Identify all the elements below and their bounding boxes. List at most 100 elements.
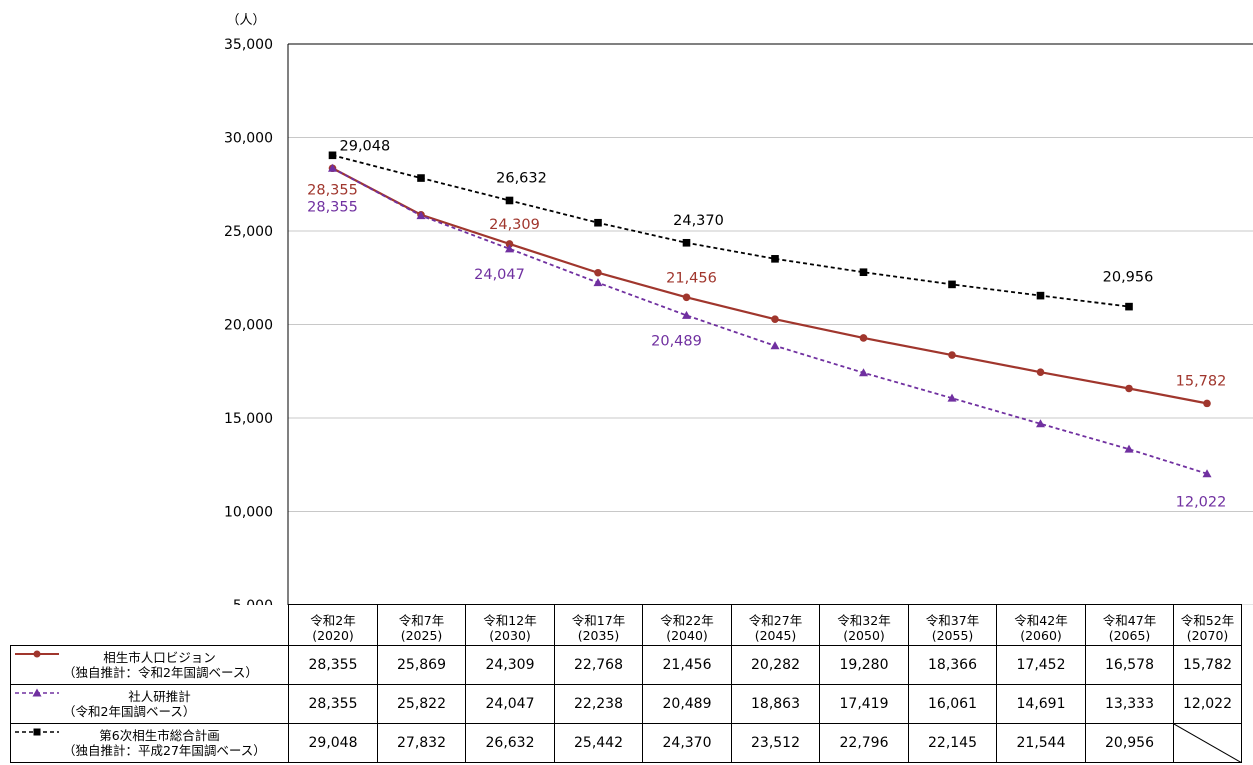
legend-entry: 社人研推計 （令和2年国調ベース） xyxy=(10,684,289,724)
series-2 xyxy=(328,163,1212,478)
data-label: 28,355 xyxy=(307,182,358,198)
table-cell: 27,832 xyxy=(377,723,466,763)
table-cell: 25,822 xyxy=(377,684,466,724)
data-label: 20,489 xyxy=(651,333,702,349)
x-category-label: 令和7年 (2025) xyxy=(377,604,466,646)
table-cell: 19,280 xyxy=(819,645,909,685)
x-category-label: 令和12年 (2030) xyxy=(465,604,555,646)
data-point xyxy=(948,351,956,359)
data-point xyxy=(594,268,602,277)
series-1 xyxy=(328,164,1211,408)
legend-subtitle: （独自推計：平成27年国調ベース） xyxy=(63,743,266,758)
data-point xyxy=(859,268,868,277)
data-label: 24,370 xyxy=(673,213,724,229)
table-cell: 29,048 xyxy=(288,723,378,763)
y-tick-label: 30,000 xyxy=(224,131,273,147)
table-cell: 28,355 xyxy=(288,684,378,724)
data-point xyxy=(505,240,514,248)
table-cell: 25,869 xyxy=(377,645,466,685)
data-point xyxy=(1202,469,1212,478)
data-point xyxy=(1124,444,1134,453)
y-tick-label: 25,000 xyxy=(224,224,273,240)
table-row: 第6次相生市総合計画 （独自推計：平成27年国調ベース） 29,048 27,832 2… xyxy=(10,723,1242,763)
data-point xyxy=(770,341,780,350)
data-point xyxy=(416,211,426,220)
table-corner xyxy=(11,605,289,646)
data-point xyxy=(682,293,691,302)
data-point xyxy=(1036,368,1045,376)
table-cell: 18,863 xyxy=(731,684,820,724)
table-cell: 16,061 xyxy=(908,684,997,724)
data-label: 29,048 xyxy=(340,138,391,154)
table-cell: 22,796 xyxy=(819,723,909,763)
table-cell: 17,419 xyxy=(819,684,909,724)
table-cell: 24,309 xyxy=(465,645,555,685)
data-point xyxy=(505,244,514,253)
data-label: 24,309 xyxy=(489,217,540,233)
data-label: 24,047 xyxy=(474,267,525,283)
data-point xyxy=(771,315,779,324)
data-point xyxy=(594,218,602,227)
table-cell: 13,333 xyxy=(1085,684,1174,724)
x-category-label: 令和42年 (2060) xyxy=(996,604,1086,646)
data-point xyxy=(682,238,691,247)
y-axis-ticks: 5,000 10,000 15,000 20,000 25,000 30,000 35,00… xyxy=(224,37,273,605)
legend-subtitle: （令和2年国調ベース） xyxy=(63,704,196,719)
series-layer xyxy=(328,151,1212,478)
data-label: 28,355 xyxy=(307,199,358,215)
table-cell: 20,489 xyxy=(642,684,732,724)
data-label: 12,022 xyxy=(1176,495,1227,511)
legend-swatch xyxy=(15,650,59,658)
data-point xyxy=(505,196,514,205)
legend-name: 社人研推計 xyxy=(128,689,191,704)
data-label: 26,632 xyxy=(496,170,547,186)
table-cell: 21,544 xyxy=(996,723,1086,763)
x-category-label: 令和32年 (2050) xyxy=(819,604,909,646)
data-point xyxy=(1125,302,1133,311)
table-cell: 17,452 xyxy=(996,645,1086,685)
x-category-label: 令和17年 (2035) xyxy=(554,604,643,646)
data-point xyxy=(948,280,956,289)
table-cell: 16,578 xyxy=(1085,645,1174,685)
table-cell: 22,238 xyxy=(554,684,643,724)
series-line xyxy=(332,167,1208,475)
table-cell: 24,370 xyxy=(642,723,732,763)
table-cell: 22,145 xyxy=(908,723,997,763)
legend-subtitle: （独自推計：令和2年国調ベース） xyxy=(63,665,258,680)
x-category-label: 令和37年 (2055) xyxy=(908,604,997,646)
data-point xyxy=(771,255,779,263)
data-table: 令和2年 (2020) 令和7年 (2025) 令和12年 (2030) 令和17年 (203… xyxy=(10,604,1242,763)
data-point xyxy=(328,151,337,160)
series-3 xyxy=(328,151,1133,311)
series-line xyxy=(332,154,1130,308)
data-label: 21,456 xyxy=(666,270,717,286)
table-cell: 26,632 xyxy=(465,723,555,763)
legend-swatch xyxy=(15,688,59,697)
legend-swatch xyxy=(15,728,59,736)
data-point xyxy=(1125,384,1133,393)
legend-entry: 相生市人口ビジョン （独自推計：令和2年国調ベース） xyxy=(10,645,289,685)
data-point xyxy=(1203,399,1211,408)
data-point xyxy=(1036,419,1045,428)
table-row: 相生市人口ビジョン （独自推計：令和2年国調ベース） 28,355 25,869 24,… xyxy=(10,645,1242,685)
y-tick-label: 20,000 xyxy=(224,318,273,334)
data-point xyxy=(1036,291,1045,300)
table-cell: 20,956 xyxy=(1085,723,1174,763)
y-tick-label: 35,000 xyxy=(224,37,273,53)
table-cell: 21,456 xyxy=(642,645,732,685)
x-category-label: 令和2年 (2020) xyxy=(288,604,378,646)
x-category-label: 令和22年 (2040) xyxy=(642,604,732,646)
table-cell: 20,282 xyxy=(731,645,820,685)
data-point xyxy=(859,334,868,342)
y-tick-label: 10,000 xyxy=(224,505,273,521)
table-cell: 24,047 xyxy=(465,684,555,724)
table-cell: 18,366 xyxy=(908,645,997,685)
data-point xyxy=(682,310,691,319)
table-row: 社人研推計 （令和2年国調ベース） 28,355 25,822 24,047 22,238… xyxy=(10,684,1242,724)
series-line xyxy=(331,167,1208,405)
table-cell: 14,691 xyxy=(996,684,1086,724)
data-point xyxy=(417,174,425,182)
data-label: 15,782 xyxy=(1176,373,1227,389)
x-category-label: 令和47年 (2065) xyxy=(1085,604,1174,646)
